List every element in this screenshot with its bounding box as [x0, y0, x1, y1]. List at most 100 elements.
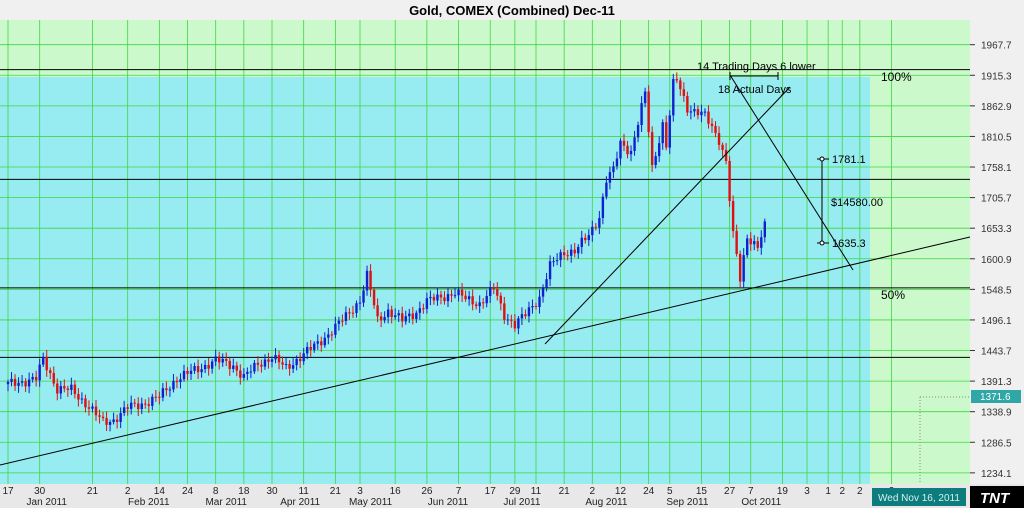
- x-day-label-19: 2: [590, 486, 596, 497]
- x-month-label-4: May 2011: [349, 497, 393, 508]
- candle-171: [608, 166, 612, 190]
- candle-141: [503, 296, 506, 324]
- y-tick-label-7: 1600.9: [981, 255, 1012, 266]
- x-day-label-27: 3: [804, 486, 810, 497]
- candle-60: [218, 351, 221, 370]
- candle-2: [13, 374, 17, 391]
- candle-100: [358, 295, 362, 311]
- candle-90: [323, 332, 326, 348]
- candle-207: [735, 224, 738, 257]
- x-day-label-30: 2: [857, 486, 863, 497]
- candle-29: [108, 419, 112, 432]
- candle-47: [172, 373, 175, 393]
- candle-18: [70, 377, 73, 396]
- candle-19: [73, 380, 77, 399]
- x-day-label-24: 27: [724, 486, 736, 497]
- candle-52: [189, 363, 193, 380]
- grid: [0, 20, 970, 484]
- x-month-label-5: Jun 2011: [428, 497, 469, 508]
- candle-83: [298, 352, 302, 369]
- candle-187: [665, 115, 668, 151]
- x-axis-panel: [0, 484, 1024, 508]
- long-term-trendline: [0, 236, 971, 466]
- x-day-label-26: 19: [777, 486, 789, 497]
- x-day-label-23: 15: [696, 486, 708, 497]
- y-tick-label-8: 1653.3: [981, 224, 1012, 235]
- candle-180: [640, 96, 643, 133]
- candle-208: [738, 250, 742, 288]
- candle-81: [291, 358, 295, 374]
- candle-10: [42, 352, 45, 367]
- candle-57: [207, 358, 210, 376]
- candle-151: [538, 289, 541, 314]
- status-date-label: Wed Nov 16, 2011: [878, 493, 960, 504]
- candle-42: [154, 390, 158, 403]
- candle-210: [746, 234, 749, 258]
- candle-7: [31, 373, 34, 383]
- candle-11: [45, 349, 48, 377]
- trading-days-bracket: [729, 72, 779, 80]
- candle-168: [598, 210, 601, 235]
- candle-20: [77, 388, 80, 407]
- candle-93: [334, 316, 337, 339]
- x-day-label-8: 30: [266, 486, 278, 497]
- candle-69: [249, 364, 253, 379]
- candle-214: [760, 230, 763, 255]
- candle-118: [422, 303, 425, 314]
- candle-103: [369, 264, 372, 297]
- x-day-label-12: 16: [390, 486, 402, 497]
- candle-156: [555, 253, 559, 266]
- candle-189: [672, 73, 675, 122]
- candle-55: [200, 363, 203, 378]
- candle-173: [615, 151, 619, 170]
- x-day-label-15: 17: [485, 486, 497, 497]
- candle-126: [450, 289, 453, 303]
- annotation-dollar-move: $14580.00: [831, 197, 883, 209]
- candle-76: [274, 348, 277, 364]
- candle-114: [408, 308, 411, 324]
- candle-136: [485, 290, 488, 308]
- x-day-label-28: 1: [825, 486, 831, 497]
- candle-170: [605, 176, 608, 200]
- x-day-label-9: 11: [298, 486, 309, 497]
- candle-80: [288, 360, 291, 376]
- candle-169: [601, 193, 605, 225]
- candle-97: [348, 307, 351, 320]
- candle-175: [622, 133, 626, 152]
- annotation-high-price: 1781.1: [832, 154, 866, 166]
- candle-68: [246, 367, 249, 381]
- x-day-label-3: 2: [125, 486, 131, 497]
- candle-185: [658, 136, 661, 163]
- candle-147: [524, 309, 527, 319]
- candle-43: [158, 391, 161, 405]
- candle-201: [714, 121, 717, 138]
- candle-155: [552, 256, 555, 267]
- candle-143: [510, 314, 513, 328]
- candle-152: [541, 284, 545, 303]
- x-month-label-2: Mar 2011: [205, 497, 247, 508]
- level-label-100: 100%: [881, 70, 912, 84]
- candle-106: [379, 312, 383, 328]
- candle-94: [337, 316, 341, 331]
- candle-70: [253, 360, 256, 374]
- x-tick-labels: 17 30 21 2 14 24 8 18 30 11 21 3 16 26 7 17 29 11 21 2 12 24 5…: [2, 486, 894, 508]
- candle-160: [570, 244, 573, 263]
- candle-95: [341, 314, 344, 327]
- candle-198: [703, 108, 707, 117]
- candle-35: [130, 395, 133, 415]
- candle-116: [415, 310, 418, 323]
- x-month-label-3: Apr 2011: [280, 497, 320, 508]
- candle-71: [256, 356, 260, 372]
- candle-146: [520, 307, 524, 326]
- x-month-label-0: Jan 2011: [27, 497, 68, 508]
- candle-110: [394, 308, 397, 320]
- candle-129: [460, 283, 464, 303]
- x-day-label-7: 18: [238, 486, 250, 497]
- candle-192: [682, 82, 686, 102]
- candle-23: [87, 400, 91, 416]
- x-day-label-21: 24: [643, 486, 655, 497]
- candle-105: [376, 298, 379, 323]
- candle-125: [446, 288, 450, 307]
- x-day-label-13: 26: [421, 486, 433, 497]
- y-tick-label-9: 1705.7: [981, 194, 1012, 205]
